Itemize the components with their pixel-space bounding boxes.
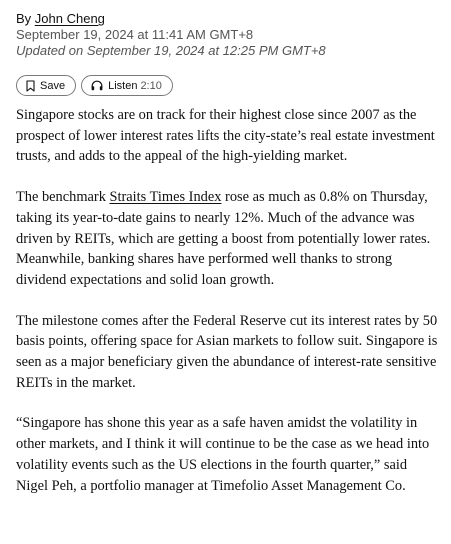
article-actions: Save Listen 2:10 xyxy=(16,75,444,96)
paragraph-2-start: The benchmark xyxy=(16,189,110,206)
article-body: Singapore stocks are on track for their … xyxy=(16,105,444,496)
byline-prefix: By xyxy=(16,11,32,26)
straits-times-index-link[interactable]: Straits Times Index xyxy=(109,189,222,206)
published-date: September 19, 2024 at 11:41 AM GMT+8 xyxy=(16,27,254,42)
bookmark-icon xyxy=(26,79,35,92)
paragraph-4: “Singapore has shone this year as a safe… xyxy=(16,415,430,494)
save-button[interactable]: Save xyxy=(16,75,77,96)
listen-button[interactable]: Listen 2:10 xyxy=(81,75,173,96)
listen-duration: 2:10 xyxy=(140,79,162,92)
save-label: Save xyxy=(40,79,66,92)
author-link[interactable]: John Cheng xyxy=(34,11,105,26)
byline: By John Cheng xyxy=(16,11,444,27)
headphones-icon xyxy=(91,80,103,91)
paragraph-2-end: rose as much as 0.8% on Thursday, taking… xyxy=(16,189,431,288)
paragraph-2: The benchmark Straits Times Index rose a… xyxy=(16,187,442,291)
paragraph-3: The milestone comes after the Federal Re… xyxy=(16,312,438,391)
listen-label: Listen xyxy=(108,79,138,92)
article-page: By John Cheng September 19, 2024 at 11:4… xyxy=(16,11,444,516)
paragraph-1: Singapore stocks are on track for their … xyxy=(16,107,435,165)
updated-date: Updated on September 19, 2024 at 12:25 P… xyxy=(16,43,326,58)
